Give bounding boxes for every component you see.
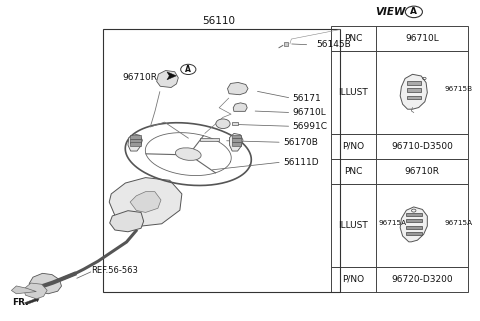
Text: 96710R: 96710R — [122, 73, 157, 82]
Bar — [331, 267, 468, 291]
Text: FR.: FR. — [12, 298, 29, 307]
Circle shape — [216, 119, 230, 128]
Bar — [131, 139, 141, 143]
Text: 96715B: 96715B — [444, 86, 472, 92]
Text: 96715A: 96715A — [378, 220, 406, 226]
Polygon shape — [29, 273, 61, 294]
Text: A: A — [185, 65, 191, 74]
Polygon shape — [228, 82, 248, 95]
Bar — [232, 142, 240, 146]
Text: 56110: 56110 — [203, 16, 236, 26]
Bar — [331, 51, 468, 134]
Polygon shape — [130, 192, 161, 213]
Bar — [103, 30, 340, 291]
Text: PNC: PNC — [344, 167, 363, 176]
Ellipse shape — [176, 148, 201, 160]
Bar — [232, 135, 240, 138]
Polygon shape — [109, 178, 182, 227]
Bar — [407, 88, 420, 92]
Text: A: A — [410, 7, 418, 16]
Text: 96715A: 96715A — [444, 220, 472, 226]
Text: VIEW: VIEW — [375, 7, 406, 17]
Bar — [331, 26, 468, 51]
Polygon shape — [233, 103, 247, 111]
Bar — [407, 96, 420, 99]
Bar — [232, 138, 240, 142]
Text: 96710R: 96710R — [405, 167, 440, 176]
Text: 56145B: 56145B — [316, 40, 351, 49]
Polygon shape — [128, 134, 143, 151]
Text: 96720-D3200: 96720-D3200 — [392, 274, 453, 284]
Text: PNC: PNC — [344, 34, 363, 43]
Text: 56171: 56171 — [293, 94, 322, 103]
Circle shape — [180, 64, 196, 74]
Text: ILLUST: ILLUST — [338, 221, 368, 230]
Text: 56111D: 56111D — [283, 158, 319, 167]
Text: 56170B: 56170B — [283, 138, 318, 147]
Polygon shape — [400, 207, 427, 242]
Polygon shape — [167, 72, 177, 80]
Polygon shape — [12, 286, 36, 294]
Bar — [331, 184, 468, 267]
Bar — [406, 226, 422, 229]
Text: 56991C: 56991C — [293, 122, 328, 131]
Bar — [131, 142, 141, 146]
Polygon shape — [200, 138, 219, 141]
Bar — [406, 232, 422, 235]
Text: ILLUST: ILLUST — [338, 88, 368, 97]
Polygon shape — [232, 122, 238, 125]
Text: P/NO: P/NO — [342, 142, 364, 151]
FancyArrow shape — [24, 298, 39, 305]
Bar — [331, 159, 468, 184]
Bar — [406, 219, 422, 222]
Polygon shape — [156, 71, 178, 88]
Bar — [331, 134, 468, 159]
Bar — [406, 213, 422, 216]
Polygon shape — [229, 134, 243, 151]
Bar — [407, 82, 420, 85]
Text: 96710-D3500: 96710-D3500 — [391, 142, 453, 151]
Bar — [131, 135, 141, 139]
Polygon shape — [110, 211, 144, 232]
Polygon shape — [400, 74, 427, 109]
Text: REF.56-563: REF.56-563 — [91, 266, 138, 275]
Text: 96710L: 96710L — [406, 34, 439, 43]
Text: 96710L: 96710L — [293, 108, 326, 117]
Text: P/NO: P/NO — [342, 274, 364, 284]
Polygon shape — [24, 283, 47, 299]
